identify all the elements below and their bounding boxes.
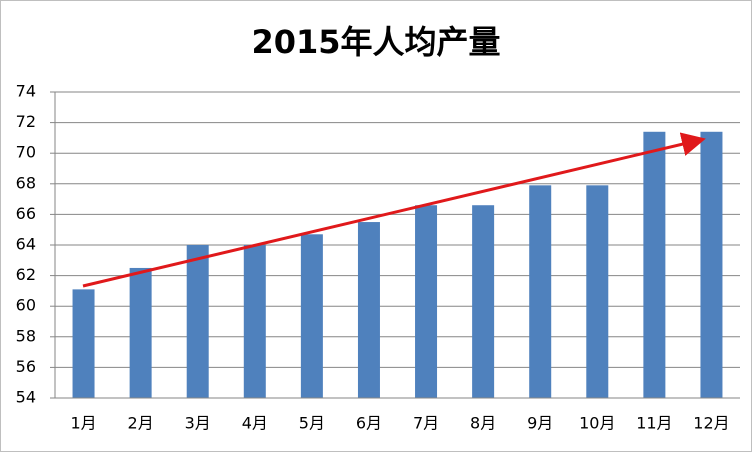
x-tick-label: 7月 (413, 414, 439, 433)
x-tick-label: 4月 (242, 414, 268, 433)
trend-arrow (82, 132, 706, 288)
y-tick-label: 60 (16, 296, 36, 315)
bar (643, 131, 666, 398)
bar (186, 245, 209, 398)
plot-area: 54 56 58 60 62 64 66 68 70 72 74 1月 2月 3月 4月 5月 6月 7月 8月 9月… (16, 82, 740, 433)
y-tick-label: 70 (16, 143, 36, 162)
y-tick-label: 54 (16, 388, 36, 407)
y-tick-label: 68 (16, 173, 36, 192)
x-tick-label: 2月 (128, 414, 154, 433)
chart-title: 2015年人均产量 (251, 23, 500, 61)
y-tick-label: 64 (16, 235, 36, 254)
x-tick-label: 6月 (356, 414, 382, 433)
bar (700, 131, 723, 398)
x-tick-label: 12月 (693, 414, 729, 433)
x-tick-label: 1月 (70, 414, 96, 433)
bar (72, 289, 95, 398)
bar (415, 205, 438, 398)
x-tick-label: 8月 (470, 414, 496, 433)
bar (357, 222, 380, 398)
y-tick-label: 62 (16, 265, 36, 284)
x-tick-label: 3月 (185, 414, 211, 433)
y-tick-label: 72 (16, 112, 36, 131)
y-tick-label: 66 (16, 204, 36, 223)
x-tick-label: 10月 (579, 414, 615, 433)
bar (586, 185, 609, 398)
x-tick-label: 9月 (527, 414, 553, 433)
x-tick-label: 5月 (299, 414, 325, 433)
x-tick-label: 11月 (636, 414, 672, 433)
bar (300, 234, 323, 398)
bar (243, 245, 266, 398)
y-tick-label: 58 (16, 326, 36, 345)
y-tick-label: 56 (16, 357, 36, 376)
bar (529, 185, 552, 398)
y-tick-label: 74 (16, 82, 36, 101)
bar (472, 205, 495, 398)
bar (129, 267, 152, 398)
